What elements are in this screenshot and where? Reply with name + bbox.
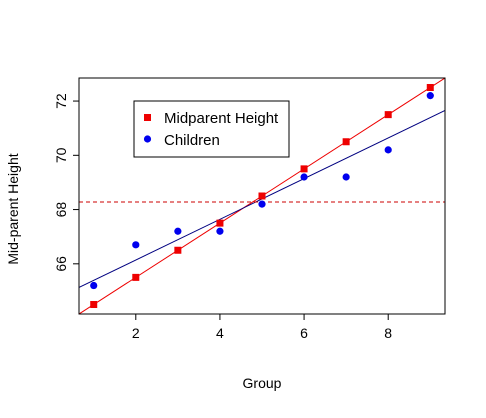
y-tick-label: 68 (53, 202, 69, 218)
legend-label-midparent: Midparent Height (164, 110, 279, 127)
midparent-point (132, 273, 140, 281)
midparent-point (90, 301, 98, 309)
x-tick-label: 2 (132, 325, 140, 341)
legend-circle-marker (143, 135, 152, 143)
legend: Midparent Height Children (133, 100, 290, 158)
children-point (90, 281, 98, 290)
children-point (426, 92, 434, 100)
y-tick-label: 70 (53, 147, 69, 163)
midparent-point (258, 192, 266, 200)
children-point (216, 227, 224, 235)
y-tick-label: 66 (53, 256, 69, 272)
midparent-point (300, 165, 308, 173)
children-point (384, 146, 392, 154)
children-point (300, 173, 308, 181)
x-axis: 2 4 6 8 (132, 314, 392, 341)
midparent-point (216, 219, 224, 227)
x-tick-label: 4 (216, 325, 224, 341)
y-axis-title: Mid-parent Height (5, 153, 21, 264)
midparent-point (174, 246, 182, 254)
legend-square-marker (144, 114, 151, 121)
legend-box (133, 100, 290, 158)
data-points-layer (90, 83, 434, 309)
midparent-point (384, 111, 392, 119)
y-tick-label: 72 (53, 93, 69, 109)
y-axis: 66 68 70 72 (53, 93, 79, 272)
midparent-point (426, 83, 434, 91)
x-tick-label: 8 (384, 325, 392, 341)
children-point (342, 173, 350, 181)
x-tick-label: 6 (300, 325, 308, 341)
x-axis-title: Group (243, 375, 282, 391)
children-point (132, 241, 140, 249)
plot-frame (78, 77, 446, 315)
legend-label-children: Children (164, 132, 220, 149)
midparent-point (342, 138, 350, 146)
children-point (258, 200, 266, 208)
children-point (174, 227, 182, 235)
